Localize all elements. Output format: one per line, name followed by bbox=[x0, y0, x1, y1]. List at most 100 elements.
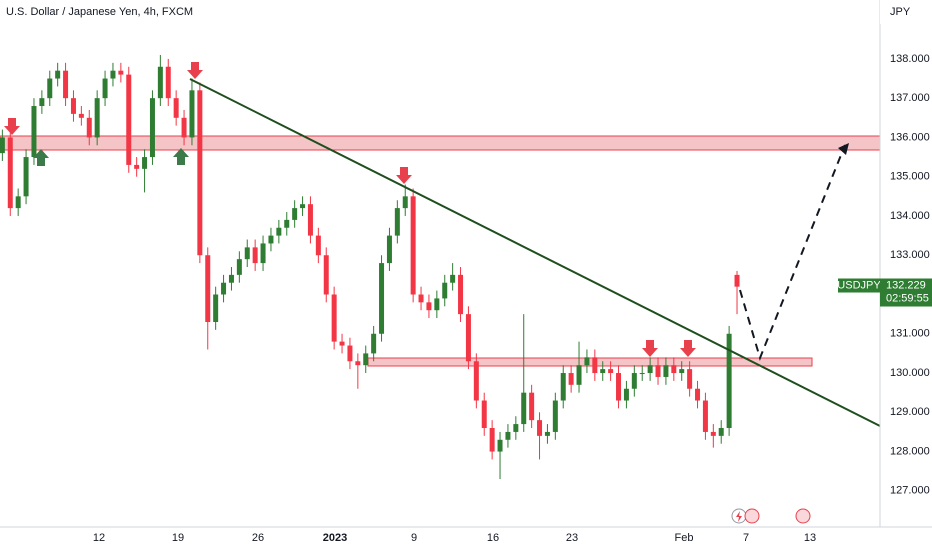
candle-body bbox=[568, 373, 574, 385]
candle-body bbox=[473, 361, 479, 401]
candle-body bbox=[221, 282, 227, 295]
candle-body bbox=[608, 369, 614, 374]
down-arrow bbox=[187, 62, 203, 79]
candle-body bbox=[0, 137, 5, 154]
unit-backdrop bbox=[880, 0, 932, 24]
candle-body bbox=[450, 274, 456, 283]
event-icon bbox=[795, 508, 811, 524]
y-tick-label: 137.000 bbox=[890, 92, 930, 104]
candle-body bbox=[134, 164, 140, 169]
candle-body bbox=[529, 392, 535, 421]
candle-body bbox=[363, 353, 369, 366]
candle-body bbox=[300, 204, 306, 209]
candle-body bbox=[268, 235, 274, 244]
candle-body bbox=[410, 196, 416, 295]
x-tick-label: 16 bbox=[487, 532, 499, 544]
candle-body bbox=[331, 294, 337, 342]
down-arrow bbox=[642, 340, 658, 357]
sell-arrows bbox=[4, 62, 696, 357]
candle-body bbox=[86, 117, 92, 138]
last-price: 132.229 bbox=[886, 279, 926, 291]
x-tick-label: 13 bbox=[804, 532, 816, 544]
up-arrow bbox=[33, 149, 49, 166]
y-tick-label: 138.000 bbox=[890, 53, 930, 65]
candle-body bbox=[576, 365, 582, 385]
candle-body bbox=[442, 282, 448, 299]
candle-body bbox=[434, 298, 440, 311]
candle-body bbox=[623, 388, 629, 401]
candle-body bbox=[165, 66, 171, 99]
candle-body bbox=[710, 431, 716, 436]
event-icon bbox=[736, 511, 742, 522]
candle-body bbox=[55, 70, 61, 79]
candle-body bbox=[584, 357, 590, 366]
candle-body bbox=[655, 365, 661, 377]
price-tag-box bbox=[880, 278, 932, 307]
candle-body bbox=[371, 333, 377, 354]
y-tick-label: 127.000 bbox=[890, 485, 930, 497]
x-tick-label: 26 bbox=[252, 532, 264, 544]
candle-body bbox=[481, 400, 487, 429]
event-icon bbox=[744, 508, 760, 524]
y-tick-label: 131.000 bbox=[890, 328, 930, 340]
candle-body bbox=[513, 424, 519, 432]
candle-body bbox=[292, 208, 298, 220]
candle-body bbox=[600, 369, 606, 374]
candle-body bbox=[181, 117, 187, 138]
candle-body bbox=[647, 365, 653, 374]
candle-body bbox=[631, 373, 637, 389]
down-arrow bbox=[396, 167, 412, 184]
x-tick-label: 12 bbox=[93, 532, 105, 544]
candle-body bbox=[560, 373, 566, 401]
candle-body bbox=[244, 247, 250, 260]
candle-body bbox=[671, 365, 677, 374]
candle-body bbox=[726, 333, 732, 429]
y-tick-label: 128.000 bbox=[890, 445, 930, 457]
candle-body bbox=[458, 274, 464, 315]
candles bbox=[0, 54, 740, 480]
candle-body bbox=[639, 373, 645, 375]
price-tag: USDJPY 132.229 02:59:55 bbox=[837, 278, 932, 307]
candle-body bbox=[110, 70, 116, 79]
candle-body bbox=[402, 196, 408, 209]
candle-body bbox=[339, 341, 345, 346]
candle-body bbox=[173, 98, 179, 118]
candle-body bbox=[497, 439, 503, 452]
drawings bbox=[4, 62, 881, 524]
candle-body bbox=[47, 78, 53, 99]
candle-body bbox=[236, 259, 242, 275]
buy-arrows bbox=[33, 148, 189, 166]
candle-body bbox=[39, 98, 45, 107]
candle-body bbox=[418, 294, 424, 303]
y-tick-label: 129.000 bbox=[890, 406, 930, 418]
candle-body bbox=[63, 70, 69, 99]
candle-body bbox=[94, 98, 100, 138]
y-tick-label: 136.000 bbox=[890, 131, 930, 143]
candle-body bbox=[197, 90, 203, 256]
symbol-label: USDJPY bbox=[837, 279, 881, 291]
forecast-path bbox=[739, 144, 846, 362]
time-axis: 12 19 26 2023 9 16 23 Feb 7 13 bbox=[93, 532, 816, 544]
axis-unit: JPY bbox=[890, 6, 911, 18]
countdown: 02:59:55 bbox=[886, 292, 929, 304]
candle-body bbox=[695, 388, 701, 401]
candle-body bbox=[679, 369, 685, 374]
candle-body bbox=[702, 400, 708, 432]
candle-body bbox=[149, 98, 155, 158]
candle-body bbox=[521, 392, 527, 425]
candle-body bbox=[323, 255, 329, 295]
x-tick-label: 23 bbox=[566, 532, 578, 544]
candle-body bbox=[505, 431, 511, 440]
candle-body bbox=[426, 302, 432, 311]
trend-line bbox=[189, 78, 881, 427]
candle-body bbox=[205, 255, 211, 322]
candle-body bbox=[7, 137, 13, 209]
candle-body bbox=[544, 431, 550, 436]
x-tick-label: 19 bbox=[172, 532, 184, 544]
candle-body bbox=[347, 345, 353, 362]
candle-body bbox=[252, 247, 258, 264]
candle-body bbox=[592, 357, 598, 374]
candle-body bbox=[189, 90, 195, 138]
